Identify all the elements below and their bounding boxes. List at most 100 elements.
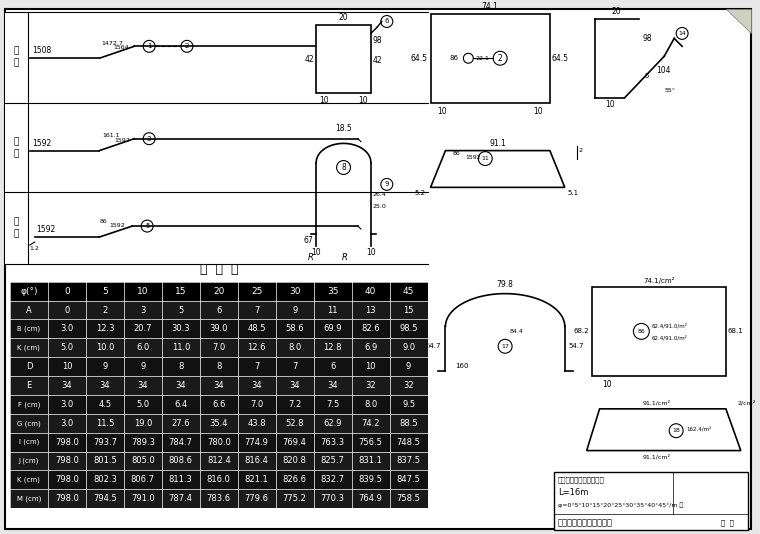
Text: 11.0: 11.0 (172, 343, 190, 352)
Text: 预: 预 (14, 47, 19, 56)
Text: 54.7: 54.7 (425, 343, 441, 349)
Text: 10.0: 10.0 (96, 343, 114, 352)
Text: 8.0: 8.0 (364, 400, 377, 409)
Text: 7.2: 7.2 (288, 400, 301, 409)
Text: 34: 34 (62, 381, 72, 390)
Text: 62.4/91.0/m²: 62.4/91.0/m² (651, 335, 687, 340)
Text: 20: 20 (339, 13, 348, 22)
Text: 11: 11 (328, 305, 338, 315)
Text: 10: 10 (366, 248, 375, 257)
Text: 6: 6 (216, 305, 221, 315)
Text: 42: 42 (305, 54, 314, 64)
Text: 34: 34 (176, 381, 186, 390)
Text: 39.0: 39.0 (210, 324, 228, 333)
Text: 756.5: 756.5 (359, 438, 382, 446)
Bar (10, 489, 428, 508)
Text: 1592: 1592 (36, 225, 55, 234)
Text: 9: 9 (140, 362, 145, 371)
Text: 84.4: 84.4 (510, 329, 524, 334)
Bar (591, 287, 726, 376)
Text: 162.4/m²: 162.4/m² (686, 426, 711, 431)
Text: 9: 9 (385, 182, 389, 187)
Text: 主: 主 (14, 218, 19, 226)
Text: 820.8: 820.8 (283, 457, 306, 466)
Text: 2: 2 (498, 54, 502, 62)
Bar (10, 452, 428, 470)
Text: 847.5: 847.5 (397, 475, 420, 484)
Text: 17: 17 (501, 344, 509, 349)
Text: 161.1: 161.1 (103, 132, 120, 138)
Text: 4.5: 4.5 (98, 400, 112, 409)
Text: 1592: 1592 (114, 138, 130, 143)
Bar (10, 319, 428, 339)
Bar (316, 26, 371, 93)
Text: 52.8: 52.8 (286, 419, 304, 428)
Text: 1.2: 1.2 (30, 246, 40, 251)
Text: 2/cm²: 2/cm² (738, 400, 756, 406)
Text: R: R (307, 253, 313, 262)
Text: 64.5: 64.5 (552, 54, 568, 62)
Text: 34: 34 (214, 381, 224, 390)
Bar (10, 395, 428, 414)
Text: 1: 1 (147, 43, 151, 49)
Text: 5: 5 (145, 223, 150, 229)
Text: 1592: 1592 (465, 155, 481, 160)
Text: 图  号: 图 号 (721, 520, 734, 527)
Text: 30: 30 (289, 287, 300, 296)
Text: 34: 34 (290, 381, 300, 390)
Text: 设: 设 (14, 149, 19, 158)
Text: 25: 25 (251, 287, 262, 296)
Bar (10, 301, 428, 319)
Text: 8.0: 8.0 (288, 343, 301, 352)
Text: 34: 34 (100, 381, 110, 390)
Text: G (cm): G (cm) (17, 420, 41, 427)
Text: 160: 160 (455, 363, 469, 369)
Text: R: R (341, 253, 347, 262)
Text: 11: 11 (481, 156, 489, 161)
Text: 821.1: 821.1 (245, 475, 268, 484)
Text: 架: 架 (14, 137, 19, 146)
Text: 58.6: 58.6 (285, 324, 304, 333)
Text: 6.0: 6.0 (136, 343, 150, 352)
Text: 10: 10 (312, 248, 321, 257)
Text: 68.1: 68.1 (728, 328, 743, 334)
Text: K (cm): K (cm) (17, 344, 40, 351)
Text: 91.1: 91.1 (489, 139, 506, 147)
Text: 6: 6 (330, 362, 335, 371)
Text: 5.1: 5.1 (568, 190, 579, 197)
Text: 8: 8 (216, 362, 221, 371)
Text: 5: 5 (102, 287, 108, 296)
Text: 798.0: 798.0 (55, 438, 79, 446)
Bar (10, 282, 428, 508)
Text: 10: 10 (438, 107, 448, 116)
Text: 1592: 1592 (32, 139, 51, 147)
Text: 801.5: 801.5 (93, 457, 117, 466)
Text: 35.4: 35.4 (210, 419, 228, 428)
Text: 7: 7 (254, 305, 259, 315)
Text: 制: 制 (14, 59, 19, 68)
Text: 6.6: 6.6 (212, 400, 226, 409)
Text: 0: 0 (64, 287, 70, 296)
Text: 10: 10 (137, 287, 148, 296)
Text: 774.9: 774.9 (245, 438, 268, 446)
Text: 15: 15 (404, 305, 414, 315)
Text: 74.1: 74.1 (482, 2, 499, 11)
Text: 6.9: 6.9 (364, 343, 377, 352)
Text: 10: 10 (605, 100, 614, 109)
Text: 793.7: 793.7 (93, 438, 117, 446)
Text: 30.3: 30.3 (172, 324, 190, 333)
Text: 91.1/cm²: 91.1/cm² (642, 400, 670, 406)
Text: 802.3: 802.3 (93, 475, 117, 484)
Text: 6.4: 6.4 (174, 400, 188, 409)
Text: 19.0: 19.0 (134, 419, 152, 428)
Text: 13: 13 (366, 305, 376, 315)
Text: 12.8: 12.8 (324, 343, 342, 352)
Text: 7.5: 7.5 (326, 400, 339, 409)
Bar (5, 192, 28, 264)
Text: 20: 20 (612, 6, 622, 15)
Text: 34: 34 (252, 381, 262, 390)
Text: 34: 34 (328, 381, 338, 390)
Text: 一共中截面明细表（一）: 一共中截面明细表（一） (558, 519, 613, 528)
Text: 769.4: 769.4 (283, 438, 306, 446)
Text: 7: 7 (254, 362, 259, 371)
